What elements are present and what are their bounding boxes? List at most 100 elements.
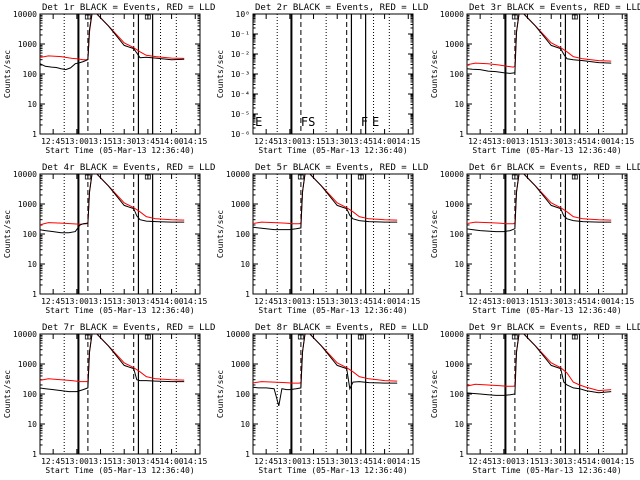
- y-tick-label: 10: [454, 100, 464, 109]
- y-tick-label: 100: [450, 230, 465, 239]
- x-tick-label: 13:45: [349, 137, 373, 146]
- y-axis-label: Counts/sec: [216, 50, 225, 98]
- events-series-line: [253, 334, 398, 407]
- y-tick-label: 10: [27, 420, 37, 429]
- panel-title: Det 2r BLACK = Events, RED = LLD: [255, 3, 428, 13]
- panel-title: Det 5r BLACK = Events, RED = LLD: [255, 163, 428, 173]
- x-axis-label: Start Time (05-Mar-13 12:36:40): [45, 466, 194, 475]
- y-axis-label: Counts/sec: [216, 210, 225, 258]
- y-tick-label: 100: [236, 230, 251, 239]
- y-tick-label: 1: [32, 290, 37, 299]
- panel-title: Det 9r BLACK = Events, RED = LLD: [469, 323, 640, 333]
- x-tick-label: 13:15: [515, 297, 539, 306]
- x-tick-label: 14:00: [587, 297, 611, 306]
- lld-series-line: [467, 174, 612, 225]
- x-tick-label: 14:15: [610, 297, 634, 306]
- y-tick-label: 10000: [440, 10, 464, 19]
- x-axis-label: Start Time (05-Mar-13 12:36:40): [45, 146, 194, 155]
- detector-panel: Det 1r BLACK = Events, RED = LLD 1 10 100 10…: [3, 3, 215, 155]
- x-tick-label: 13:15: [515, 137, 539, 146]
- status-annotation: F: [361, 115, 368, 129]
- attenuator-marker: [84, 14, 91, 20]
- y-axis-label: Counts/sec: [3, 210, 12, 258]
- y-tick-label: 10000: [440, 330, 464, 339]
- y-tick-label: 10⁻⁵: [231, 110, 250, 119]
- status-annotation: FS: [301, 115, 315, 129]
- y-tick-label: 1000: [231, 360, 250, 369]
- y-tick-label: 10: [454, 420, 464, 429]
- events-series-line: [467, 174, 612, 233]
- panel-title: Det 8r BLACK = Events, RED = LLD: [255, 323, 428, 333]
- attenuator-marker: [144, 334, 151, 340]
- x-tick-label: 13:30: [539, 457, 563, 466]
- y-tick-label: 1000: [445, 360, 464, 369]
- y-tick-label: 1000: [445, 200, 464, 209]
- attenuator-marker: [571, 334, 578, 340]
- y-tick-label: 100: [236, 390, 251, 399]
- y-tick-label: 10000: [226, 170, 250, 179]
- x-tick-label: 14:00: [587, 137, 611, 146]
- x-tick-label: 13:15: [301, 297, 325, 306]
- x-tick-label: 13:45: [136, 137, 160, 146]
- x-tick-label: 12:45: [254, 137, 278, 146]
- detector-panel: Det 2r BLACK = Events, RED = LLD 10⁻⁶ 10⁻⁵…: [216, 3, 428, 155]
- panel-title: Det 7r BLACK = Events, RED = LLD: [42, 323, 215, 333]
- y-tick-label: 10⁰: [236, 10, 250, 19]
- x-tick-label: 12:45: [41, 297, 65, 306]
- y-axis-label: Counts/sec: [3, 50, 12, 98]
- y-axis-label: Counts/sec: [430, 50, 439, 98]
- x-axis-label: Start Time (05-Mar-13 12:36:40): [472, 466, 621, 475]
- x-tick-label: 14:15: [183, 137, 207, 146]
- lld-series-line: [467, 334, 612, 392]
- events-series-line: [40, 334, 185, 393]
- x-tick-label: 14:15: [610, 457, 634, 466]
- x-tick-label: 13:45: [563, 137, 587, 146]
- x-tick-label: 13:30: [325, 297, 349, 306]
- y-tick-label: 100: [23, 70, 38, 79]
- y-tick-label: 10⁻⁶: [231, 130, 250, 139]
- x-tick-label: 13:15: [301, 137, 325, 146]
- detector-panel: Det 9r BLACK = Events, RED = LLD 1 10 100 10…: [430, 323, 640, 475]
- events-series-line: [40, 174, 185, 234]
- attenuator-marker: [84, 334, 91, 340]
- x-tick-label: 13:45: [563, 457, 587, 466]
- x-tick-label: 13:45: [136, 297, 160, 306]
- x-tick-label: 12:45: [254, 457, 278, 466]
- y-tick-label: 1000: [231, 200, 250, 209]
- y-tick-label: 1: [32, 450, 37, 459]
- attenuator-marker: [571, 174, 578, 180]
- x-tick-label: 14:00: [160, 137, 184, 146]
- y-tick-label: 10⁻²: [231, 50, 250, 59]
- y-tick-label: 10⁻³: [231, 70, 250, 79]
- x-tick-label: 12:45: [254, 297, 278, 306]
- x-tick-label: 14:00: [160, 297, 184, 306]
- lld-series-line: [253, 334, 398, 384]
- x-tick-label: 14:00: [587, 457, 611, 466]
- detector-panel: Det 6r BLACK = Events, RED = LLD 1 10 100 10…: [430, 163, 640, 315]
- y-tick-label: 1000: [18, 40, 37, 49]
- x-tick-label: 13:00: [492, 297, 516, 306]
- status-annotation: E: [255, 115, 262, 129]
- attenuator-marker: [144, 174, 151, 180]
- x-tick-label: 13:30: [112, 137, 136, 146]
- y-tick-label: 10: [240, 260, 250, 269]
- y-tick-label: 1000: [18, 200, 37, 209]
- x-tick-label: 13:00: [65, 297, 89, 306]
- y-tick-label: 10000: [440, 170, 464, 179]
- x-tick-label: 14:15: [396, 457, 420, 466]
- x-tick-label: 14:15: [396, 297, 420, 306]
- y-tick-label: 1: [459, 450, 464, 459]
- attenuator-marker: [571, 14, 578, 20]
- y-tick-label: 100: [450, 390, 465, 399]
- x-tick-label: 13:15: [88, 137, 112, 146]
- panel-title: Det 1r BLACK = Events, RED = LLD: [42, 3, 215, 13]
- y-axis-label: Counts/sec: [430, 370, 439, 418]
- y-tick-label: 1: [459, 290, 464, 299]
- lld-series-line: [253, 174, 398, 225]
- attenuator-marker: [357, 174, 364, 180]
- y-tick-label: 1: [245, 450, 250, 459]
- y-tick-label: 1: [245, 290, 250, 299]
- y-tick-label: 10: [27, 260, 37, 269]
- x-tick-label: 13:30: [112, 297, 136, 306]
